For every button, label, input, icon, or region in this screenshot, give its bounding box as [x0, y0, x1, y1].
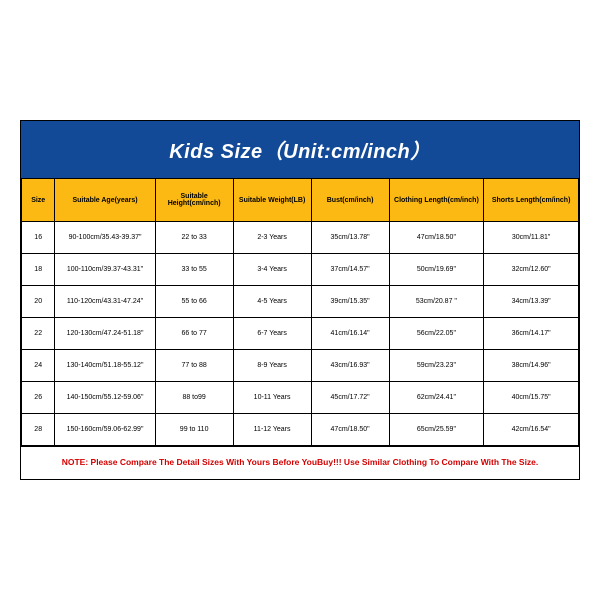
cell: 33 to 55	[155, 254, 233, 286]
cell: 4-5 Years	[233, 286, 311, 318]
table-row: 24 130-140cm/51.18-55.12" 77 to 88 8-9 Y…	[22, 350, 579, 382]
cell: 26	[22, 382, 55, 414]
col-slen: Shorts Length(cm/inch)	[484, 179, 579, 222]
cell: 100-110cm/39.37-43.31"	[55, 254, 155, 286]
table-row: 26 140-150cm/55.12-59.06" 88 to99 10-11 …	[22, 382, 579, 414]
cell: 11-12 Years	[233, 414, 311, 446]
cell: 28	[22, 414, 55, 446]
cell: 53cm/20.87 "	[389, 286, 484, 318]
col-size: Size	[22, 179, 55, 222]
cell: 99 to 110	[155, 414, 233, 446]
cell: 30cm/11.81"	[484, 222, 579, 254]
col-bust: Bust(cm/inch)	[311, 179, 389, 222]
cell: 140-150cm/55.12-59.06"	[55, 382, 155, 414]
table-row: 20 110-120cm/43.31-47.24" 55 to 66 4-5 Y…	[22, 286, 579, 318]
cell: 22 to 33	[155, 222, 233, 254]
cell: 40cm/15.75"	[484, 382, 579, 414]
cell: 150-160cm/59.06-62.99"	[55, 414, 155, 446]
cell: 47cm/18.50"	[389, 222, 484, 254]
size-table: Size Suitable Age(years) Suitable Height…	[21, 178, 579, 446]
cell: 56cm/22.05"	[389, 318, 484, 350]
cell: 55 to 66	[155, 286, 233, 318]
cell: 50cm/19.69"	[389, 254, 484, 286]
cell: 65cm/25.59"	[389, 414, 484, 446]
col-weight: Suitable Weight(LB)	[233, 179, 311, 222]
note-text: NOTE: Please Compare The Detail Sizes Wi…	[21, 446, 579, 479]
cell: 3-4 Years	[233, 254, 311, 286]
cell: 47cm/18.50"	[311, 414, 389, 446]
cell: 45cm/17.72"	[311, 382, 389, 414]
cell: 20	[22, 286, 55, 318]
cell: 24	[22, 350, 55, 382]
cell: 110-120cm/43.31-47.24"	[55, 286, 155, 318]
table-row: 22 120-130cm/47.24-51.18" 66 to 77 6-7 Y…	[22, 318, 579, 350]
cell: 38cm/14.96"	[484, 350, 579, 382]
chart-title: Kids Size（Unit:cm/inch）	[21, 121, 579, 178]
cell: 36cm/14.17"	[484, 318, 579, 350]
cell: 35cm/13.78"	[311, 222, 389, 254]
size-chart: Kids Size（Unit:cm/inch） Size Suitable Ag…	[20, 120, 580, 480]
table-body: 16 90-100cm/35.43-39.37" 22 to 33 2-3 Ye…	[22, 222, 579, 446]
cell: 62cm/24.41"	[389, 382, 484, 414]
cell: 120-130cm/47.24-51.18"	[55, 318, 155, 350]
cell: 42cm/16.54"	[484, 414, 579, 446]
col-age: Suitable Age(years)	[55, 179, 155, 222]
cell: 59cm/23.23"	[389, 350, 484, 382]
table-header-row: Size Suitable Age(years) Suitable Height…	[22, 179, 579, 222]
cell: 37cm/14.57"	[311, 254, 389, 286]
table-row: 28 150-160cm/59.06-62.99" 99 to 110 11-1…	[22, 414, 579, 446]
cell: 41cm/16.14"	[311, 318, 389, 350]
cell: 10-11 Years	[233, 382, 311, 414]
cell: 39cm/15.35"	[311, 286, 389, 318]
cell: 88 to99	[155, 382, 233, 414]
cell: 18	[22, 254, 55, 286]
cell: 77 to 88	[155, 350, 233, 382]
cell: 2-3 Years	[233, 222, 311, 254]
cell: 130-140cm/51.18-55.12"	[55, 350, 155, 382]
table-row: 18 100-110cm/39.37-43.31" 33 to 55 3-4 Y…	[22, 254, 579, 286]
cell: 90-100cm/35.43-39.37"	[55, 222, 155, 254]
cell: 22	[22, 318, 55, 350]
cell: 6-7 Years	[233, 318, 311, 350]
cell: 16	[22, 222, 55, 254]
cell: 8-9 Years	[233, 350, 311, 382]
cell: 32cm/12.60"	[484, 254, 579, 286]
col-height: Suitable Height(cm/inch)	[155, 179, 233, 222]
cell: 34cm/13.39"	[484, 286, 579, 318]
col-clen: Clothing Length(cm/inch)	[389, 179, 484, 222]
cell: 43cm/16.93"	[311, 350, 389, 382]
cell: 66 to 77	[155, 318, 233, 350]
table-row: 16 90-100cm/35.43-39.37" 22 to 33 2-3 Ye…	[22, 222, 579, 254]
